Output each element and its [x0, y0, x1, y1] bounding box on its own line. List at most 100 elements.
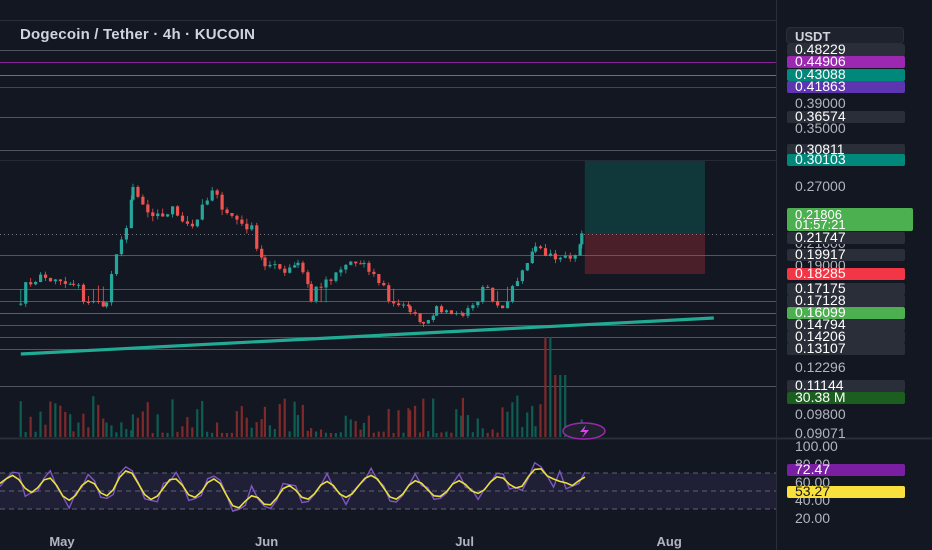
candle [471, 303, 475, 311]
candle [505, 286, 510, 309]
volume-bar [211, 432, 214, 437]
candle [392, 288, 396, 307]
price-label-text: 0.18285 [795, 265, 846, 281]
candle [538, 244, 543, 250]
last-price-value: 0.21806 [795, 207, 842, 222]
candle-body [461, 313, 465, 316]
volume-bar [102, 418, 105, 437]
rsi-y-tick-label: 100.00 [795, 438, 838, 454]
candle-body [91, 301, 95, 303]
candle-body [496, 301, 500, 306]
candle [344, 264, 348, 274]
price-label: 0.44906 [787, 53, 905, 69]
candle [72, 279, 76, 287]
candle [131, 183, 135, 201]
candle [119, 236, 124, 257]
price-label-text: 0.11144 [795, 377, 844, 393]
candle [377, 273, 381, 286]
candle-body [481, 286, 485, 302]
candle-body [19, 303, 23, 305]
candle-body [151, 212, 155, 217]
candle [220, 191, 224, 216]
candle-body [362, 262, 366, 264]
candle-body [129, 199, 133, 229]
candle-body [72, 283, 76, 285]
volume-bar [64, 411, 67, 437]
candle-body [235, 215, 239, 220]
candle-body [426, 320, 430, 324]
price-label-bg [787, 44, 905, 56]
candle [124, 225, 128, 244]
volume-bar [506, 411, 509, 437]
currency-selector[interactable]: USDT [786, 27, 904, 44]
candle [129, 195, 133, 229]
price-label-text: 0.43088 [795, 66, 846, 82]
price-label: 0.14206 [787, 328, 905, 344]
y-tick-label: 0.35000 [795, 120, 846, 136]
candle [109, 270, 114, 306]
candle-body [81, 284, 86, 302]
candle-body [329, 279, 333, 281]
candle [372, 268, 376, 277]
candle [387, 282, 391, 304]
volume-bar [344, 415, 347, 437]
candle-body [520, 270, 524, 282]
trendline[interactable] [20, 316, 714, 356]
volume-bar [44, 424, 47, 437]
candle-body [268, 264, 272, 267]
volume-bar [372, 432, 375, 437]
volume-bar [29, 416, 32, 437]
price-label: 0.43088 [787, 66, 905, 82]
candle [76, 282, 81, 289]
volume-bar [324, 432, 328, 437]
candle-body [510, 286, 515, 302]
candle [408, 304, 412, 315]
volume-bar [544, 337, 547, 437]
volume-bar [235, 411, 238, 437]
candle-body [563, 255, 567, 258]
price-label-bg [787, 295, 905, 307]
volume-bar [564, 375, 567, 437]
candle [293, 262, 297, 268]
candle-body [101, 301, 105, 307]
x-tick-label: Jul [455, 534, 474, 549]
volume-bar [413, 405, 417, 437]
volume-bar [496, 432, 499, 437]
volume-bar [166, 432, 169, 437]
volume-bar [156, 414, 159, 437]
volume-bar [130, 430, 133, 437]
volume-bar [293, 401, 296, 437]
candle [96, 285, 100, 304]
volume-bar [283, 398, 286, 437]
candle [260, 245, 264, 261]
volume-bar [161, 432, 164, 437]
volume-bar [151, 432, 154, 437]
candle [306, 269, 310, 288]
candle-body [195, 219, 199, 227]
candle [426, 319, 430, 324]
volume-bar [306, 430, 309, 437]
price-label-text: 0.44906 [795, 53, 846, 69]
rsi-ma-line [0, 467, 586, 509]
price-label-bg [787, 144, 905, 156]
candle [245, 218, 249, 234]
candle-body [476, 301, 480, 306]
volume-bar [176, 431, 179, 437]
volume-bar [260, 419, 263, 437]
volume-bar [418, 432, 422, 437]
volume-bar [334, 432, 337, 437]
volume-bar [445, 431, 448, 437]
candle-body [449, 310, 454, 315]
candle [146, 199, 150, 218]
candle-body [250, 225, 254, 230]
volume-bar [146, 402, 149, 437]
candle [91, 288, 95, 304]
candle [491, 287, 495, 303]
rsi-value-label: 72.47 [787, 461, 905, 477]
candle-body [185, 221, 190, 224]
volume-bar [387, 408, 390, 437]
indicator-icon[interactable] [562, 422, 606, 440]
candle-body [240, 219, 244, 224]
candle-body [255, 225, 259, 249]
